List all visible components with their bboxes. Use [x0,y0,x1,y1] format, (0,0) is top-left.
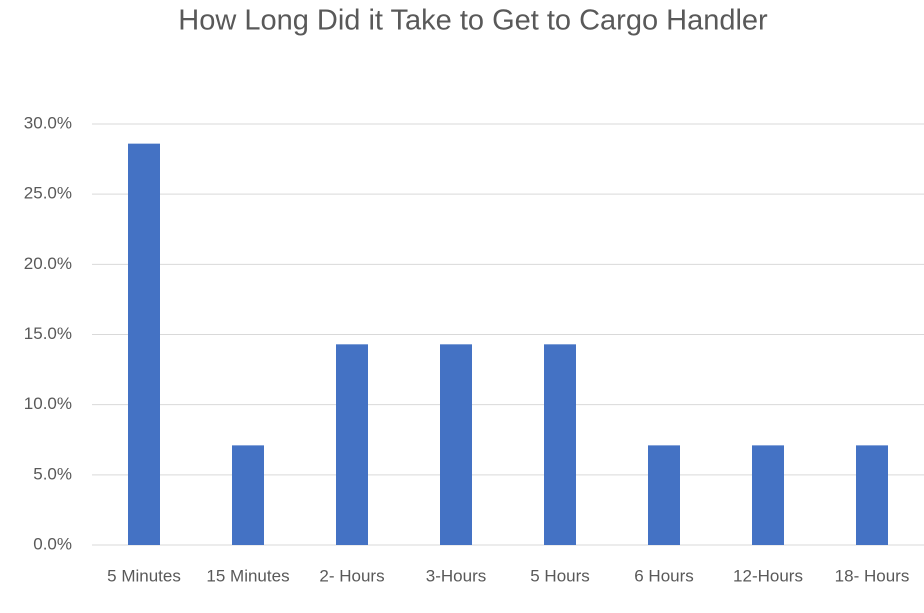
bar [128,143,160,545]
x-tick-label: 15 Minutes [206,566,289,585]
bar [336,344,368,545]
bar [232,445,264,545]
x-tick-label: 6 Hours [634,566,694,585]
bar [752,445,784,545]
y-tick-label: 15.0% [24,324,72,343]
x-tick-label: 5 Hours [530,566,590,585]
y-tick-label: 25.0% [24,184,72,203]
chart-title: How Long Did it Take to Get to Cargo Han… [178,5,768,37]
bar [544,344,576,545]
y-tick-label: 5.0% [33,464,72,483]
x-tick-label: 3-Hours [426,566,486,585]
y-tick-label: 0.0% [33,534,72,553]
x-tick-label: 18- Hours [835,566,910,585]
y-tick-label: 10.0% [24,394,72,413]
y-tick-label: 20.0% [24,254,72,273]
bar [440,344,472,545]
x-tick-label: 2- Hours [319,566,384,585]
y-tick-label: 30.0% [24,113,72,132]
x-tick-label: 12-Hours [733,566,803,585]
bar [856,445,888,545]
bar [648,445,680,545]
x-tick-label: 5 Minutes [107,566,181,585]
